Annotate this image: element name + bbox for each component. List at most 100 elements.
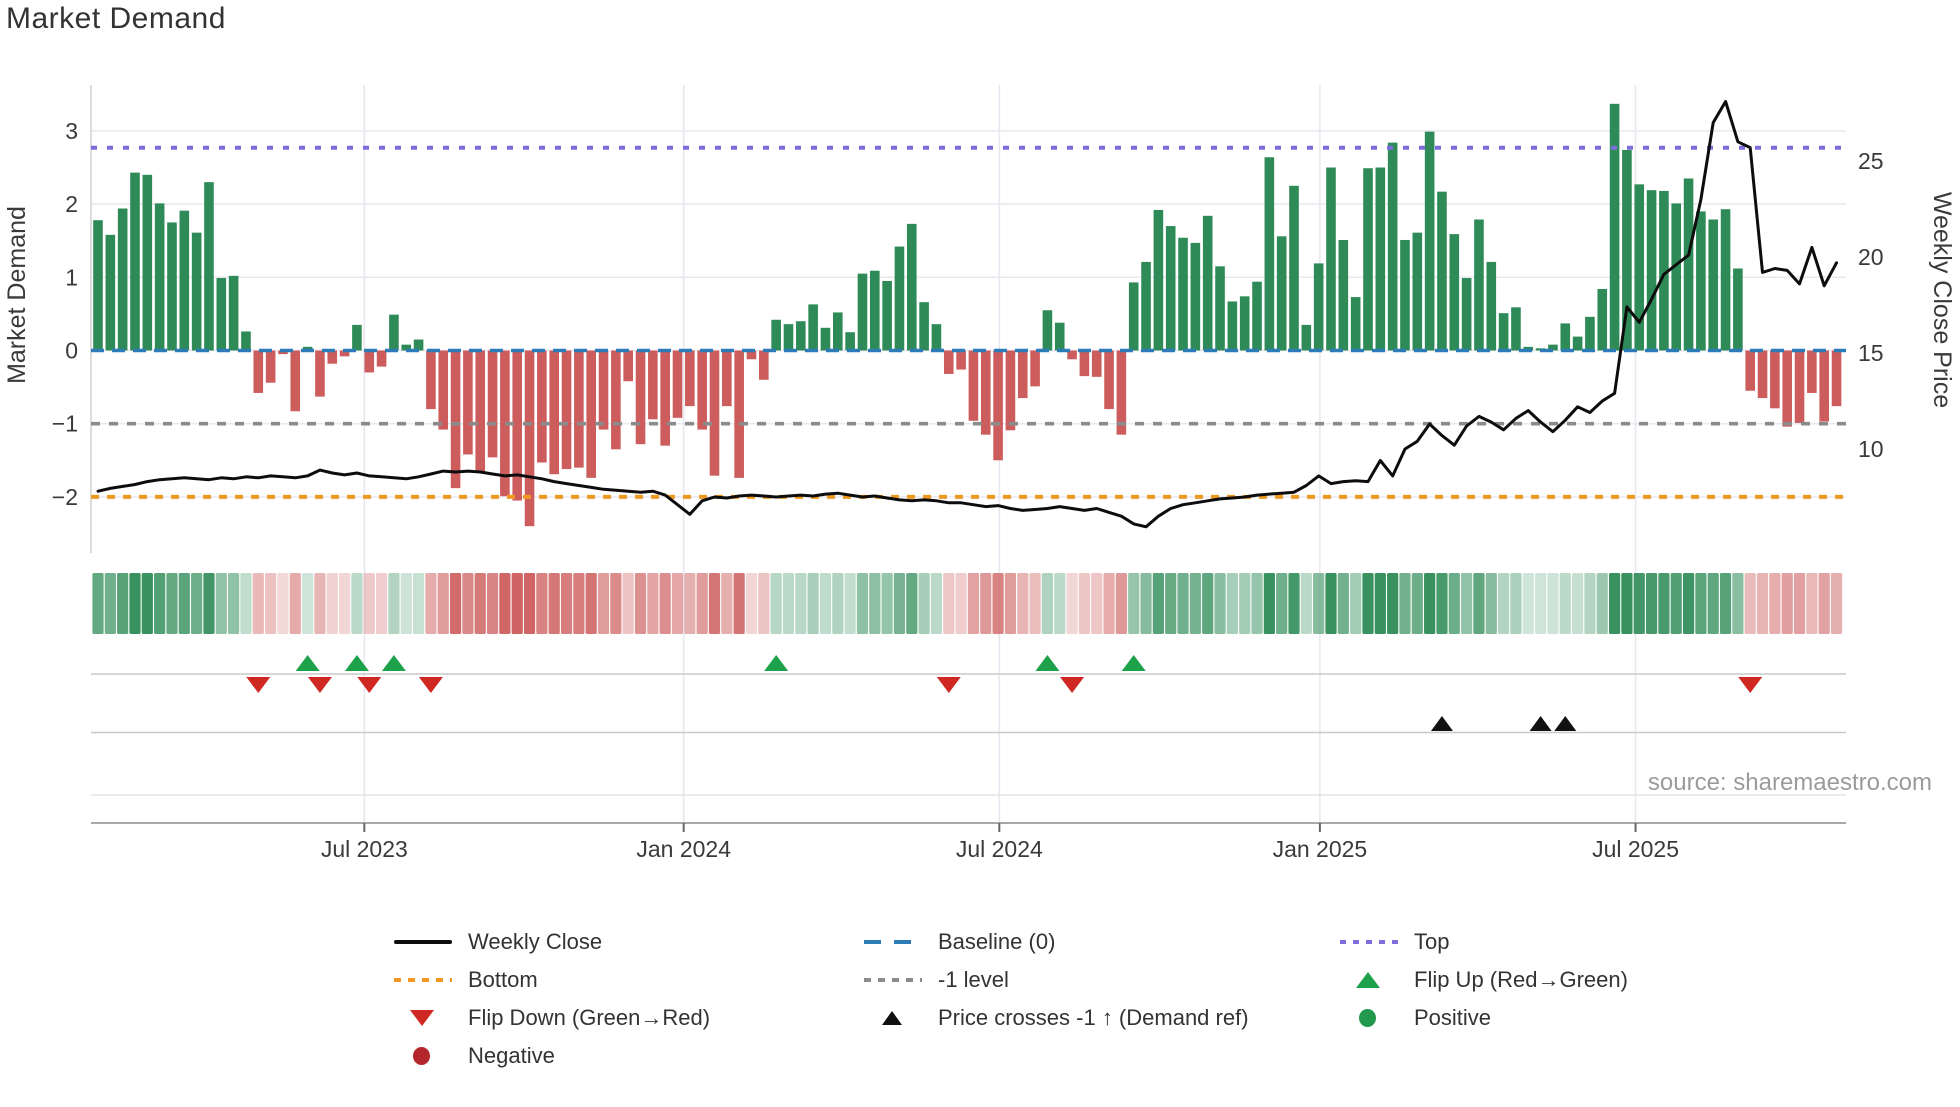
heatmap-cell bbox=[1559, 573, 1571, 634]
right-tick-label: 15 bbox=[1858, 340, 1884, 366]
demand-bar-positive bbox=[882, 280, 892, 351]
demand-bar-negative bbox=[648, 350, 658, 420]
heatmap-cell bbox=[1041, 573, 1054, 634]
page-title: Market Demand bbox=[6, 2, 226, 35]
heatmap-cell bbox=[1769, 573, 1781, 634]
heatmap-cell bbox=[425, 573, 437, 634]
heatmap-cell bbox=[696, 573, 708, 634]
demand-bar-positive bbox=[1412, 232, 1423, 351]
demand-bar-positive bbox=[833, 312, 843, 351]
heatmap-cell bbox=[1054, 573, 1066, 634]
heatmap-cell bbox=[1596, 573, 1608, 634]
demand-bar-positive bbox=[1178, 237, 1188, 351]
heatmap-cell bbox=[597, 573, 610, 634]
flip-up-marker bbox=[764, 655, 789, 671]
heatmap-cell bbox=[647, 573, 659, 634]
heatmap-cell bbox=[758, 573, 770, 634]
flip-down-marker bbox=[246, 677, 271, 693]
heatmap-cell bbox=[1707, 573, 1719, 634]
demand-bar-positive bbox=[93, 220, 103, 351]
demand-bar-positive bbox=[413, 339, 424, 351]
demand-bar-positive bbox=[783, 324, 794, 351]
demand-bar-negative bbox=[426, 350, 436, 410]
heatmap-cell bbox=[252, 573, 264, 634]
demand-bar-positive bbox=[302, 346, 313, 351]
demand-bar-negative bbox=[574, 350, 584, 468]
heatmap-cell bbox=[1695, 573, 1707, 634]
heatmap-cell bbox=[869, 573, 881, 634]
heatmap-cell bbox=[1584, 573, 1596, 634]
heatmap-cell bbox=[363, 573, 375, 634]
heatmap-cell bbox=[893, 573, 906, 634]
demand-bar-negative bbox=[586, 350, 596, 478]
demand-bar-negative bbox=[1005, 350, 1016, 431]
heatmap-cell bbox=[560, 573, 573, 634]
heatmap-cell bbox=[943, 573, 955, 634]
demand-bar-negative bbox=[376, 350, 387, 367]
flip-up-marker bbox=[1035, 655, 1060, 671]
heatmap-cell bbox=[1202, 573, 1214, 634]
y-axis-label-left: Market Demand bbox=[3, 206, 31, 384]
demand-bar-positive bbox=[1400, 239, 1410, 351]
demand-bar-negative bbox=[611, 350, 621, 450]
demand-bar-positive bbox=[1264, 157, 1275, 351]
demand-bar-positive bbox=[1215, 266, 1225, 351]
heatmap-cell bbox=[1337, 573, 1349, 634]
heatmap-cell bbox=[1682, 573, 1695, 634]
heatmap-cell bbox=[1239, 573, 1251, 634]
heatmap-cell bbox=[881, 573, 893, 634]
demand-bar-negative bbox=[709, 350, 720, 476]
demand-bar-negative bbox=[561, 350, 572, 470]
demand-bar-positive bbox=[808, 304, 818, 351]
heatmap-cell bbox=[474, 573, 486, 634]
demand-bar-positive bbox=[1486, 261, 1497, 351]
heatmap-cell bbox=[992, 573, 1004, 634]
demand-bar-positive bbox=[389, 314, 399, 351]
demand-bar-negative bbox=[943, 350, 954, 374]
demand-bar-negative bbox=[968, 350, 979, 421]
heatmap-cell bbox=[634, 573, 647, 634]
heatmap-cell bbox=[302, 573, 314, 634]
demand-bar-positive bbox=[1042, 310, 1053, 351]
demand-bar-negative bbox=[746, 350, 757, 360]
demand-bar-positive bbox=[1326, 167, 1336, 351]
heatmap-cell bbox=[1350, 573, 1362, 634]
heatmap-cell bbox=[733, 573, 745, 634]
heatmap-cell bbox=[1103, 573, 1115, 634]
heatmap-cell bbox=[610, 573, 622, 634]
heatmap-cell bbox=[449, 573, 462, 634]
demand-bar-positive bbox=[204, 182, 214, 351]
heatmap-cell bbox=[1017, 573, 1029, 634]
demand-bar-negative bbox=[487, 350, 498, 458]
heatmap-cell bbox=[117, 573, 129, 634]
heatmap-cell bbox=[1818, 573, 1830, 634]
demand-bar-negative bbox=[1819, 350, 1829, 422]
heatmap-cell bbox=[523, 573, 536, 634]
price-cross-marker bbox=[1554, 716, 1577, 731]
heatmap-cell bbox=[585, 573, 597, 634]
demand-bar-positive bbox=[1474, 219, 1484, 351]
heatmap-cell bbox=[745, 573, 758, 634]
heatmap-cell bbox=[684, 573, 696, 634]
demand-bar-positive bbox=[1190, 242, 1201, 351]
demand-bar-positive bbox=[352, 324, 362, 351]
demand-bar-positive bbox=[906, 223, 917, 351]
demand-bar-positive bbox=[857, 273, 868, 351]
heatmap-cell bbox=[166, 573, 178, 634]
heatmap-cell bbox=[1115, 573, 1127, 634]
heatmap-cell bbox=[1140, 573, 1152, 634]
heatmap-cell bbox=[1621, 573, 1633, 634]
heatmap-cell bbox=[191, 573, 203, 634]
heatmap-cell bbox=[314, 573, 326, 634]
demand-bar-positive bbox=[869, 270, 880, 351]
demand-bar-positive bbox=[1609, 103, 1620, 351]
demand-bar-positive bbox=[1622, 149, 1632, 351]
flip-down-marker bbox=[1060, 677, 1085, 693]
demand-bar-positive bbox=[1523, 346, 1534, 351]
demand-bar-negative bbox=[500, 350, 510, 497]
heatmap-cell bbox=[462, 573, 474, 634]
demand-bar-negative bbox=[1745, 350, 1756, 391]
demand-bar-negative bbox=[537, 350, 547, 463]
